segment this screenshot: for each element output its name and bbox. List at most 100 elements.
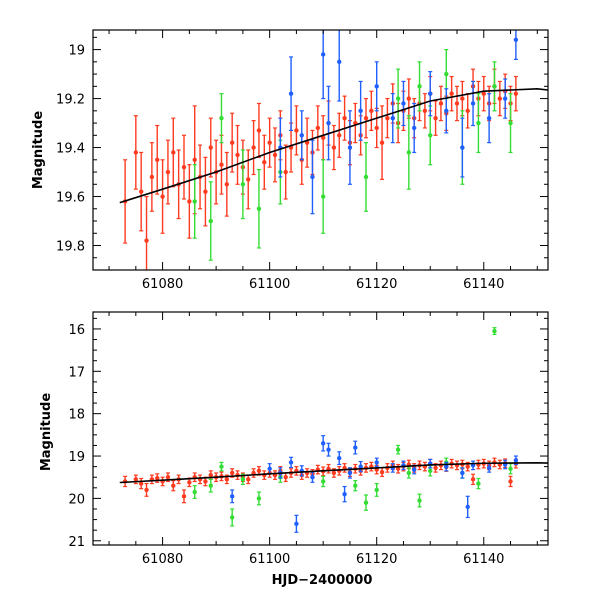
red-point-3 — [144, 195, 149, 270]
blue-point-6 — [337, 30, 342, 102]
blue-marker — [374, 460, 379, 465]
green-marker — [219, 464, 224, 469]
y-tick-label: 17 — [68, 365, 85, 380]
green-point-7 — [320, 475, 326, 488]
blue-marker — [337, 59, 342, 65]
blue-point-21 — [465, 495, 470, 519]
red-marker — [133, 477, 139, 482]
red-point-39 — [337, 112, 342, 158]
green-point-6 — [320, 159, 326, 234]
green-marker — [256, 496, 262, 501]
blue-marker — [411, 467, 417, 472]
green-marker — [240, 477, 246, 482]
green-marker — [417, 84, 422, 89]
red-point-55 — [422, 93, 428, 129]
green-marker — [476, 481, 481, 486]
y-tick-label: 19 — [68, 450, 85, 465]
red-marker — [187, 199, 192, 204]
blue-marker — [460, 145, 465, 150]
red-point-46 — [374, 107, 379, 149]
red-point-6 — [160, 476, 165, 487]
blue-point-4 — [294, 514, 299, 533]
red-point-22 — [246, 149, 251, 210]
blue-marker — [465, 504, 470, 510]
red-point-71 — [508, 475, 513, 488]
bottom-panel: 61080 61100 61120 61140 16 17 18 19 20 21 Magnitu… — [39, 311, 549, 588]
bottom-panel-ylabel: Magnitude — [39, 393, 54, 472]
red-marker — [508, 479, 513, 484]
red-point-57 — [433, 100, 438, 136]
blue-point-18 — [502, 78, 508, 119]
red-marker — [385, 115, 390, 121]
red-marker — [497, 96, 503, 101]
green-marker — [208, 483, 213, 488]
blue-point-7 — [320, 435, 326, 452]
red-point-63 — [465, 93, 470, 129]
blue-point-5 — [326, 85, 331, 161]
red-marker — [422, 108, 428, 114]
green-point-12 — [406, 467, 412, 479]
green-point-7 — [363, 142, 369, 212]
red-marker — [481, 91, 486, 96]
red-point-23 — [251, 120, 256, 176]
red-marker — [224, 477, 230, 482]
green-point-13 — [417, 493, 422, 508]
green-point-19 — [508, 463, 513, 475]
red-point-25 — [262, 470, 267, 480]
red-marker — [246, 477, 251, 482]
blue-marker — [326, 120, 331, 126]
red-marker — [256, 128, 262, 133]
blue-marker — [358, 464, 363, 469]
green-marker — [208, 218, 213, 224]
green-marker — [508, 466, 513, 471]
red-point-45 — [369, 90, 374, 132]
blue-point-3 — [310, 139, 315, 215]
green-point-1 — [208, 478, 213, 493]
blue-point-18 — [428, 458, 433, 469]
model-curve — [119, 87, 548, 204]
y-tick-label: 19.2 — [56, 93, 85, 108]
blue-point-22 — [470, 460, 476, 471]
red-point-50 — [395, 463, 401, 474]
x-tick-label: 61080 — [142, 552, 183, 567]
green-point-10 — [417, 61, 422, 112]
green-marker — [428, 468, 433, 474]
blue-marker — [310, 475, 315, 480]
green-marker — [508, 120, 513, 126]
red-marker — [438, 101, 444, 106]
y-tick-label: 19.4 — [56, 142, 85, 157]
red-marker — [331, 145, 337, 150]
red-point-24 — [256, 102, 262, 158]
green-point-2 — [219, 93, 224, 144]
bottom-panel-frame — [92, 311, 549, 546]
red-marker — [262, 160, 267, 165]
red-point-27 — [272, 470, 278, 480]
red-point-40 — [342, 95, 347, 141]
red-marker — [374, 125, 379, 131]
red-marker — [406, 96, 412, 101]
green-marker — [192, 489, 197, 495]
blue-marker — [486, 465, 492, 471]
red-marker — [181, 494, 187, 499]
green-marker — [476, 120, 481, 126]
x-tick-label: 61100 — [249, 552, 290, 567]
red-marker — [513, 91, 519, 96]
x-tick-label: 61100 — [249, 277, 290, 292]
red-point-12 — [192, 472, 197, 483]
red-point-63 — [465, 461, 470, 472]
red-point-38 — [331, 124, 337, 171]
x-tick-label: 61080 — [142, 277, 183, 292]
blue-marker — [288, 91, 294, 96]
red-point-52 — [406, 78, 412, 119]
red-marker — [203, 189, 208, 194]
blue-marker — [353, 445, 358, 450]
red-point-37 — [326, 463, 331, 474]
red-marker — [337, 133, 342, 138]
red-marker — [192, 157, 197, 162]
blue-point-13 — [428, 71, 433, 117]
green-marker — [219, 115, 224, 121]
red-marker — [171, 150, 176, 155]
red-marker — [433, 465, 438, 471]
red-marker — [470, 477, 476, 482]
red-point-7 — [165, 472, 171, 483]
